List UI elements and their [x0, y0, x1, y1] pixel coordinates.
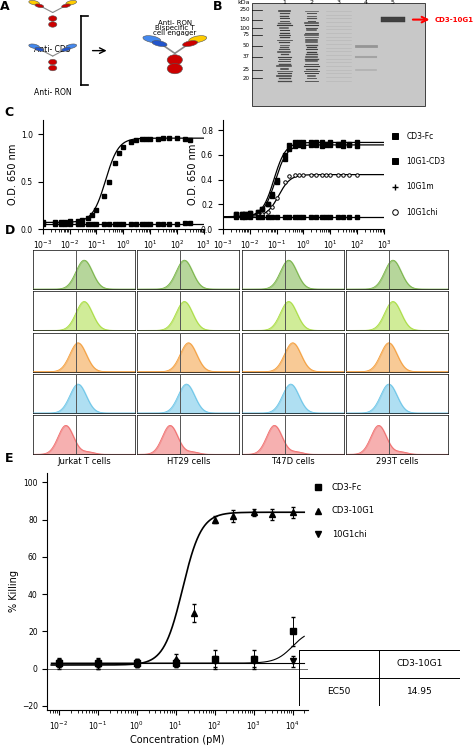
Text: 150: 150 — [239, 17, 250, 22]
Bar — [252, 3, 425, 106]
Text: 250: 250 — [239, 8, 250, 12]
X-axis label: 293T cells: 293T cells — [376, 457, 418, 466]
X-axis label: Jurkat T cells: Jurkat T cells — [57, 457, 111, 466]
Text: EC50: EC50 — [327, 687, 351, 696]
Ellipse shape — [48, 16, 57, 21]
Ellipse shape — [35, 47, 44, 51]
X-axis label: nM: nM — [116, 254, 131, 264]
Y-axis label: O.D. 650 nm: O.D. 650 nm — [8, 144, 18, 205]
X-axis label: HT29 cells: HT29 cells — [167, 457, 210, 466]
Text: CD3-Fc: CD3-Fc — [332, 483, 362, 491]
Text: 20: 20 — [243, 76, 250, 81]
Ellipse shape — [48, 22, 57, 27]
Y-axis label: O.D. 650 nm: O.D. 650 nm — [188, 144, 198, 205]
Ellipse shape — [66, 1, 77, 5]
Text: 3: 3 — [337, 0, 341, 5]
Ellipse shape — [152, 41, 167, 47]
Text: CD3-10G1: CD3-10G1 — [332, 506, 375, 515]
Ellipse shape — [143, 35, 161, 43]
Text: 25: 25 — [243, 67, 250, 72]
Ellipse shape — [48, 59, 57, 65]
X-axis label: nM: nM — [296, 254, 311, 264]
Text: C: C — [5, 107, 14, 119]
Text: Anti- RON: Anti- RON — [34, 88, 72, 97]
Text: 37: 37 — [243, 54, 250, 59]
Ellipse shape — [62, 4, 71, 8]
Ellipse shape — [29, 1, 39, 5]
Text: Anti- CD3: Anti- CD3 — [35, 44, 71, 53]
Text: B: B — [213, 0, 222, 13]
Text: 10G1chi: 10G1chi — [332, 530, 366, 538]
Ellipse shape — [62, 47, 71, 51]
Text: 2: 2 — [310, 0, 313, 5]
Text: 50: 50 — [243, 44, 250, 48]
Text: 10G1chi: 10G1chi — [406, 207, 438, 216]
Text: 75: 75 — [243, 32, 250, 38]
Text: 10G1m: 10G1m — [406, 182, 434, 192]
Text: CD3-10G1: CD3-10G1 — [435, 17, 474, 23]
Text: 4: 4 — [364, 0, 368, 5]
Ellipse shape — [66, 44, 77, 49]
Text: cell engager: cell engager — [153, 31, 196, 37]
Text: kDa: kDa — [237, 0, 250, 5]
Text: 5: 5 — [391, 0, 395, 5]
Bar — [379, 650, 460, 706]
Ellipse shape — [48, 65, 57, 71]
Text: D: D — [5, 225, 15, 237]
X-axis label: T47D cells: T47D cells — [271, 457, 315, 466]
Ellipse shape — [35, 4, 44, 8]
Text: E: E — [5, 452, 13, 465]
Text: CD3-10G1: CD3-10G1 — [396, 659, 443, 668]
Text: A: A — [0, 0, 10, 13]
Bar — [381, 17, 405, 23]
Ellipse shape — [189, 35, 207, 43]
Ellipse shape — [182, 41, 198, 47]
Text: CD3-Fc: CD3-Fc — [406, 131, 434, 140]
Ellipse shape — [167, 63, 182, 74]
X-axis label: Concentration (pM): Concentration (pM) — [130, 734, 225, 744]
Y-axis label: % Killing: % Killing — [9, 571, 19, 612]
Text: 14.95: 14.95 — [407, 687, 432, 696]
Text: Bispecific T: Bispecific T — [155, 25, 195, 31]
Text: 10G1-CD3: 10G1-CD3 — [406, 157, 446, 166]
Ellipse shape — [167, 55, 182, 65]
Ellipse shape — [29, 44, 39, 49]
Text: 1: 1 — [283, 0, 286, 5]
Bar — [299, 650, 460, 677]
Text: 100: 100 — [239, 26, 250, 31]
Text: Anti- RON: Anti- RON — [158, 20, 192, 26]
